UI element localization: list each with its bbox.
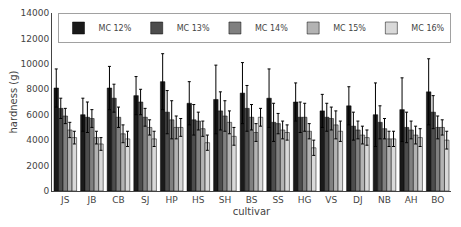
svg-text:hardness (g): hardness (g) <box>8 70 19 133</box>
svg-text:14000: 14000 <box>21 8 50 18</box>
svg-text:BS: BS <box>246 195 258 205</box>
svg-text:MC 14%: MC 14% <box>255 24 288 33</box>
svg-text:SS: SS <box>272 195 284 205</box>
svg-text:10000: 10000 <box>21 59 50 69</box>
svg-text:0: 0 <box>43 186 49 196</box>
svg-text:MC 15%: MC 15% <box>333 24 366 33</box>
svg-text:JS: JS <box>60 195 70 205</box>
svg-text:6000: 6000 <box>26 110 49 120</box>
svg-text:CB: CB <box>112 195 124 205</box>
svg-text:NB: NB <box>378 195 391 205</box>
svg-text:HG: HG <box>298 195 312 205</box>
svg-text:8000: 8000 <box>26 84 49 94</box>
svg-text:HS: HS <box>192 195 205 205</box>
svg-text:MC 13%: MC 13% <box>177 24 210 33</box>
svg-text:AH: AH <box>405 195 418 205</box>
svg-text:SH: SH <box>219 195 231 205</box>
svg-text:DJ: DJ <box>353 195 363 205</box>
svg-text:HP: HP <box>166 195 179 205</box>
svg-text:MC 16%: MC 16% <box>411 24 444 33</box>
svg-text:2000: 2000 <box>26 161 49 171</box>
svg-text:SJ: SJ <box>141 195 149 205</box>
svg-text:cultivar: cultivar <box>233 206 271 217</box>
svg-text:MC 12%: MC 12% <box>99 24 132 33</box>
svg-text:JB: JB <box>86 195 96 205</box>
svg-text:4000: 4000 <box>26 135 49 145</box>
svg-text:VS: VS <box>325 195 337 205</box>
svg-text:BO: BO <box>431 195 444 205</box>
svg-text:12000: 12000 <box>21 34 50 44</box>
